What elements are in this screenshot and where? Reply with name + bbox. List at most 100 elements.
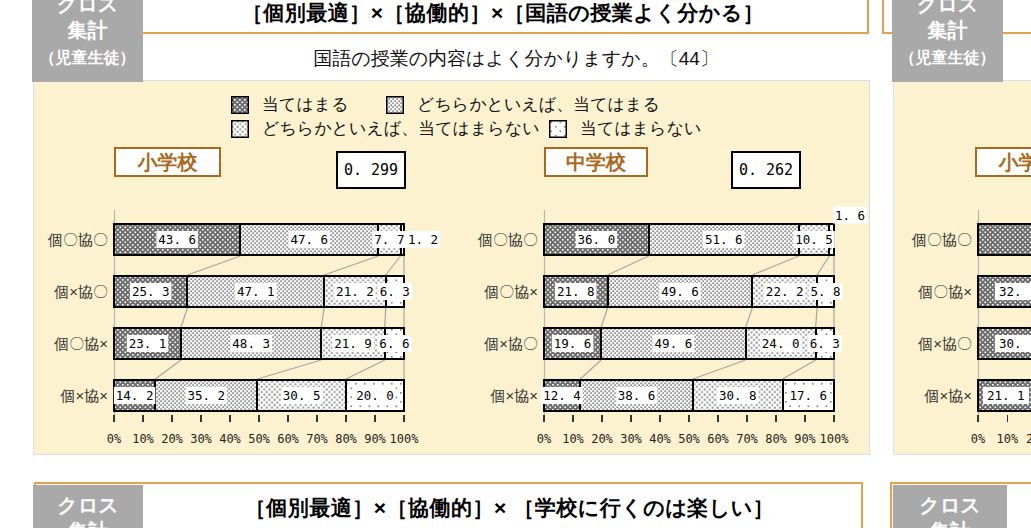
badge-line: クロス [893,493,1007,517]
axis-tick-label: 100% [390,432,420,446]
value-label: 25. 3 [132,284,170,299]
legend-label-2: どちらかといえば、当てはまる [417,93,660,116]
legend-item-2: どちらかといえば、当てはまる [386,93,660,116]
axis-tick-label: 0% [971,432,986,446]
main-card-subtitle: 国語の授業の内容はよく分かりますか。〔44〕 [100,46,932,72]
badge-line: クロス [892,0,1003,16]
axis-tick-label: 70% [306,432,328,446]
value-label: 22. 2 [766,284,804,299]
badge-line: クロス [33,493,143,517]
category-label: 個×協〇 [917,335,972,352]
value-label: 17. 6 [790,388,828,403]
legend-swatch-atehamaranai [549,120,567,138]
stat-box-junior-high: 0. 262 [731,151,801,189]
connector-line [746,308,753,327]
connector-line [817,256,829,275]
right-school-box: 小学校 [975,147,1031,177]
bottom-right-badge: クロス 集計 [893,485,1007,528]
value-label: 12. 4 [543,388,581,403]
axis-tick-label: 10% [562,432,584,446]
badge-line: 集計 [892,18,1003,42]
axis-tick-label: 80% [335,432,357,446]
value-label: 49. 6 [655,336,693,351]
axis-tick-label: 30% [190,432,212,446]
bottom-left-title: ［個別最適］×［協働的］× ［学校に行くのは楽しい］ [245,494,774,522]
legend-item-4: 当てはまらない [549,117,701,140]
value-label: 21. 2 [336,284,374,299]
connector-line [257,360,321,379]
legend-label-4: 当てはまらない [580,117,701,140]
value-label: 47. 1 [237,284,275,299]
badge-line: 集計 [32,18,143,42]
legend-item-3: どちらかといえば、当てはまらない [231,117,540,140]
axis-tick-label: 90% [794,432,816,446]
connector-line [324,256,378,275]
main-chart-panel: 当てはまる どちらかといえば、当てはまる どちらかといえば、当てはまらない 当て… [33,80,870,455]
stat-box-elementary: 0. 299 [336,151,406,189]
axis-tick-label: 10% [997,432,1019,446]
axis-tick-label: 20% [161,432,183,446]
value-label: 36. 0 [578,232,616,247]
value-label: 47. 6 [290,232,328,247]
badge-line: （児童生徒） [32,46,143,70]
category-label: 個×協× [923,387,972,404]
value-label: 23. 1 [129,336,167,351]
value-label: 1. 6 [835,208,865,223]
school-box-junior-high: 中学校 [544,147,648,177]
value-label: 21. 1 [987,388,1025,403]
axis-tick-label: 20% [1026,432,1031,446]
connector-line [608,256,649,275]
value-label: 49. 6 [661,284,699,299]
value-label: 5. 8 [810,284,840,299]
connector-line [187,256,240,275]
value-label: 21. 8 [557,284,595,299]
value-label: 48. 3 [232,336,270,351]
axis-tick-label: 50% [678,432,700,446]
right-chart-panel: 小学校 個〇協〇個〇協×32. 個×協〇30. 個×協×21. 10%10%20… [893,80,1031,455]
badge-line: 集計 [33,519,143,528]
page: ［個別最適］×［協働的］×［国語の授業よく分かる］ 国語の授業の内容はよく分かり… [0,0,1031,528]
legend-swatch-atehamaru [231,96,249,114]
axis-tick-label: 60% [707,432,729,446]
category-label: 個〇協× [483,283,538,300]
axis-tick-label: 0% [537,432,552,446]
axis-tick-label: 60% [277,432,299,446]
badge-line: （児童生徒） [892,46,1003,70]
bottom-left-badge: クロス 集計 [33,485,143,528]
axis-tick-label: 0% [107,432,122,446]
legend-label-1: 当てはまる [262,93,349,116]
category-label: 個〇協〇 [477,231,538,248]
badge-line: クロス [32,0,143,16]
badge-line: 集計 [893,519,1007,528]
axis-tick-label: 100% [820,432,850,446]
value-label: 20. 0 [356,388,394,403]
legend-swatch-dochiraka-atehamaranai [231,120,249,138]
category-label: 個〇協× [53,335,108,352]
bar-segment [978,224,1031,255]
value-label: 21. 9 [334,336,372,351]
category-label: 個×協〇 [53,283,108,300]
connector-line [321,308,324,327]
axis-tick-label: 20% [591,432,613,446]
axis-tick-label: 40% [649,432,671,446]
connector-line [155,360,181,379]
value-label: 35. 2 [187,388,225,403]
main-card-badge: クロス 集計 （児童生徒） [32,0,143,82]
value-label: 6. 6 [379,336,409,351]
value-label: 14. 2 [116,388,154,403]
axis-tick-label: 90% [364,432,386,446]
connector-line [346,360,385,379]
category-label: 個〇協× [917,283,972,300]
category-label: 個〇協〇 [47,231,108,248]
chart-elementary: 個〇協〇43. 647. 67. 71. 2個×協〇25. 347. 121. … [34,206,484,456]
value-label: 1. 2 [408,232,438,247]
value-label: 32. [999,284,1022,299]
value-label: 6. 3 [380,284,410,299]
connector-line [693,360,746,379]
connector-line [816,308,817,327]
value-label: 19. 6 [554,336,592,351]
axis-tick-label: 70% [736,432,758,446]
value-label: 10. 5 [795,232,833,247]
value-label: 38. 6 [618,388,656,403]
legend-item-1: 当てはまる [231,93,349,116]
